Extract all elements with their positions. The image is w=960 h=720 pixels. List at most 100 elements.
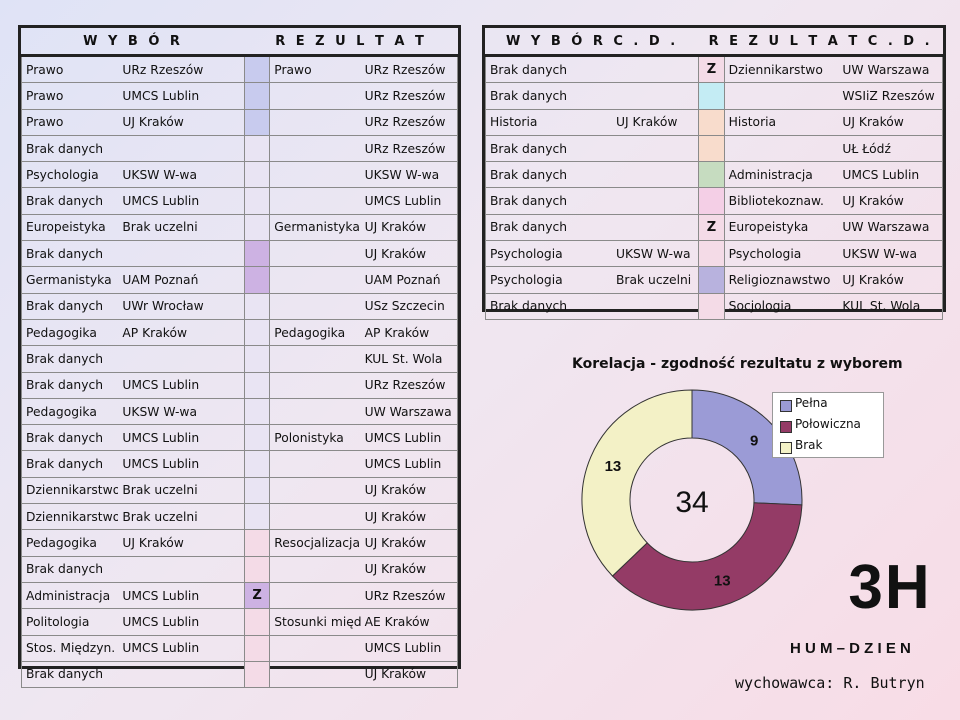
match-marker bbox=[244, 476, 271, 505]
result-field bbox=[269, 187, 361, 215]
result-university: UKSW W-wa bbox=[360, 161, 458, 189]
choice-university: UKSW W-wa bbox=[118, 161, 246, 189]
legend-entry: Brak bbox=[795, 438, 823, 452]
result-university: UJ Kraków bbox=[838, 108, 944, 136]
result-field: Socjologia bbox=[723, 292, 839, 320]
match-marker bbox=[698, 161, 725, 189]
match-marker: Z bbox=[244, 581, 271, 610]
match-marker bbox=[698, 108, 725, 136]
match-marker bbox=[244, 660, 271, 689]
match-marker bbox=[244, 345, 271, 373]
choice-field: Pedagogika bbox=[21, 529, 119, 557]
choice-university: UMCS Lublin bbox=[118, 187, 246, 215]
result-university: UMCS Lublin bbox=[360, 450, 458, 478]
result-university: UW Warszawa bbox=[838, 213, 944, 242]
pie-slice-pełna bbox=[691, 389, 803, 506]
result-university: KUL St. Wola bbox=[838, 292, 944, 320]
choice-field: Europeistyka bbox=[21, 213, 119, 242]
result-university: UJ Kraków bbox=[360, 240, 458, 268]
match-marker bbox=[244, 503, 271, 531]
table-row: Brak danych UMCS Lublin UMCS Lublin bbox=[21, 450, 458, 478]
choice-field: Dziennikarstwo bbox=[21, 503, 119, 531]
result-university: UMCS Lublin bbox=[360, 634, 458, 662]
choice-field: Politologia bbox=[21, 608, 119, 636]
choice-field: Germanistyka bbox=[21, 266, 119, 294]
choice-university: Brak uczelni bbox=[611, 266, 700, 294]
table-row: Historia UJ Kraków Historia UJ Kraków bbox=[484, 108, 944, 136]
result-university: URz Rzeszów bbox=[360, 108, 458, 136]
table-row: Pedagogika AP Kraków Pedagogika AP Kraków bbox=[21, 318, 458, 347]
match-marker bbox=[244, 54, 271, 84]
result-field bbox=[269, 660, 361, 689]
header-rezultat: R E Z U L T A T bbox=[244, 28, 458, 57]
result-field: Prawo bbox=[269, 54, 361, 84]
result-university: UMCS Lublin bbox=[360, 424, 458, 452]
table-row: Psychologia Brak uczelni Religioznawstwo UJ… bbox=[484, 266, 944, 294]
choice-university: UWr Wrocław bbox=[118, 292, 246, 320]
result-field bbox=[723, 134, 839, 163]
result-university: UAM Poznań bbox=[360, 266, 458, 294]
result-field bbox=[269, 371, 361, 399]
legend-swatch bbox=[780, 442, 792, 454]
choice-university bbox=[118, 555, 246, 583]
result-university: URz Rzeszów bbox=[360, 82, 458, 110]
match-marker bbox=[244, 213, 271, 242]
result-field bbox=[269, 476, 361, 505]
result-field: Religioznawstwo bbox=[723, 266, 839, 294]
result-field bbox=[269, 634, 361, 662]
chart-title: Korelacja - zgodność rezultatu z wyborem bbox=[572, 356, 903, 372]
result-field bbox=[269, 240, 361, 268]
result-university: UJ Kraków bbox=[360, 213, 458, 242]
table-row: Brak danych UŁ Łódź bbox=[484, 134, 944, 163]
data-label: 9 bbox=[750, 433, 758, 450]
choice-university: URz Rzeszów bbox=[118, 54, 246, 84]
result-field bbox=[269, 450, 361, 478]
result-field bbox=[269, 503, 361, 531]
choice-field: Brak danych bbox=[21, 345, 119, 373]
result-field: Dziennikarstwo bbox=[723, 54, 839, 84]
choice-university: Brak uczelni bbox=[118, 503, 246, 531]
result-field: Psychologia bbox=[723, 240, 839, 268]
table-row: Brak danych UJ Kraków bbox=[21, 660, 458, 689]
table-row: Brak danych Z Dziennikarstwo UW Warszawa bbox=[484, 54, 944, 84]
result-field: Bibliotekoznaw. bbox=[723, 187, 839, 215]
choice-field: Prawo bbox=[21, 108, 119, 136]
choice-field: Brak danych bbox=[21, 424, 119, 452]
result-field bbox=[723, 82, 839, 110]
donut-center-label: 34 bbox=[675, 486, 708, 519]
choice-university bbox=[611, 213, 700, 242]
choice-university: UMCS Lublin bbox=[118, 634, 246, 662]
choice-field: Brak danych bbox=[21, 240, 119, 268]
choice-field: Psychologia bbox=[21, 161, 119, 189]
choice-field: Brak danych bbox=[21, 450, 119, 478]
match-marker bbox=[698, 187, 725, 215]
match-marker bbox=[244, 318, 271, 347]
choice-university bbox=[118, 134, 246, 163]
result-field bbox=[269, 581, 361, 610]
table-row: Germanistyka UAM Poznań UAM Poznań bbox=[21, 266, 458, 294]
right-table-header: W Y B Ó R C . D . R E Z U L T A T C . D … bbox=[485, 28, 943, 57]
choice-field: Brak danych bbox=[484, 134, 612, 163]
teacher-label: wychowawca: R. Butryn bbox=[735, 674, 925, 692]
table-row: Prawo UMCS Lublin URz Rzeszów bbox=[21, 82, 458, 110]
match-marker bbox=[244, 608, 271, 636]
legend-swatch bbox=[780, 400, 792, 412]
choice-university: UAM Poznań bbox=[118, 266, 246, 294]
right-table-grid: W Y B Ó R C . D . R E Z U L T A T C . D … bbox=[484, 28, 944, 320]
choice-field: Pedagogika bbox=[21, 318, 119, 347]
data-label: 13 bbox=[605, 458, 622, 475]
match-marker bbox=[244, 266, 271, 294]
result-field bbox=[269, 134, 361, 163]
result-field bbox=[269, 108, 361, 136]
match-marker bbox=[244, 424, 271, 452]
match-marker bbox=[698, 292, 725, 320]
result-university: UKSW W-wa bbox=[838, 240, 944, 268]
choice-field: Brak danych bbox=[484, 161, 612, 189]
left-table: W Y B Ó R R E Z U L T A T Prawo URz Rzesz… bbox=[18, 25, 461, 689]
choice-field: Prawo bbox=[21, 82, 119, 110]
choice-field: Brak danych bbox=[21, 292, 119, 320]
result-university: UŁ Łódź bbox=[838, 134, 944, 163]
choice-university: UJ Kraków bbox=[118, 529, 246, 557]
table-row: Brak danych UJ Kraków bbox=[21, 555, 458, 583]
result-field: Administracja bbox=[723, 161, 839, 189]
